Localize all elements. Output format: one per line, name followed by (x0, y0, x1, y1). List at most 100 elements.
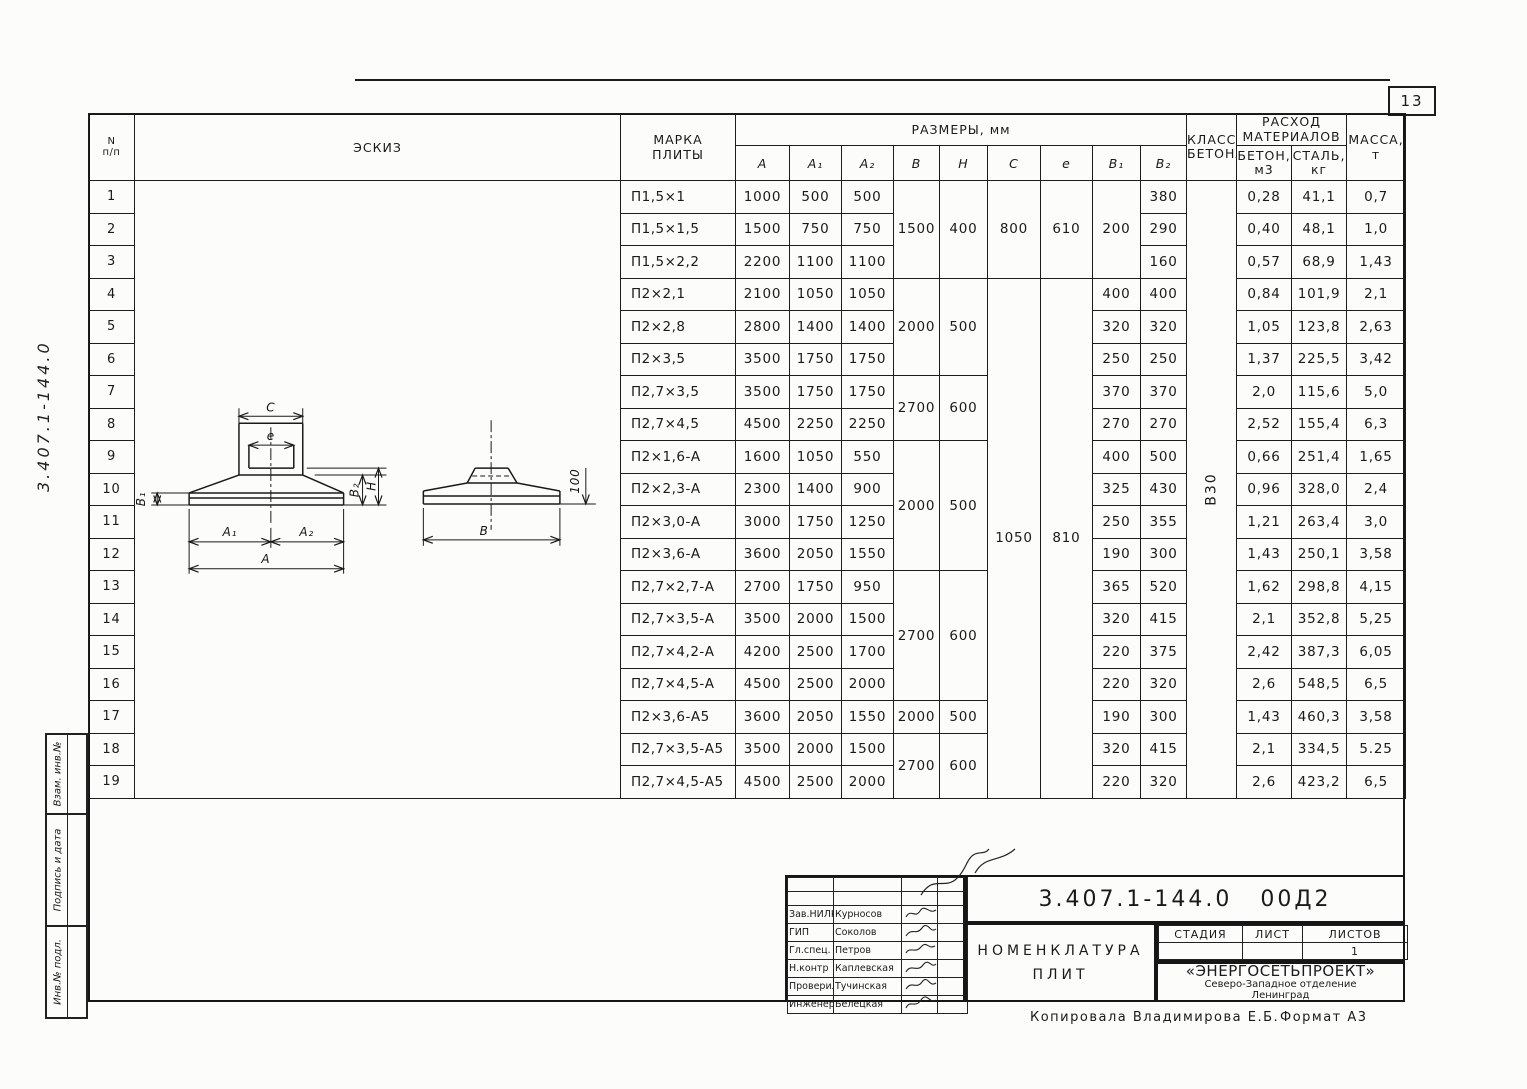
cell-a1: 1100 (789, 245, 842, 279)
signature-cell (901, 941, 938, 960)
cell-b2: 430 (1139, 472, 1188, 506)
cell-mark: П2,7×2,7-А (620, 570, 736, 604)
cell-concrete: 0,84 (1236, 277, 1293, 311)
stamp-vzam-inv-label: Взам. инв.№ (52, 741, 64, 807)
cell-b2: 520 (1139, 570, 1188, 604)
sheet-label: ЛИСТ (1242, 925, 1303, 943)
col-header-num-top: N (107, 135, 116, 147)
cell-num: 6 (88, 342, 135, 376)
cell-b1: 320 (1092, 310, 1141, 344)
cell-concrete: 0,57 (1236, 245, 1293, 279)
table-row: 9 П2×1,6-А 1600 1050 550 2000 500 400 50… (88, 440, 1407, 571)
cell-num: 4 (88, 277, 135, 311)
dimension-lines (151, 408, 596, 574)
cell-a2: 1050 (841, 277, 894, 311)
doc-number: 3.407.1-144.0 (1038, 886, 1233, 912)
cell-mark: П2,7×3,5-А5 (620, 732, 736, 766)
dimension-labels: С е В₁ В₂ Н А₁ А₂ А В 100 (135, 400, 582, 566)
dim-label-b1: В₁ (135, 492, 148, 507)
cell-concrete: 2,1 (1236, 602, 1293, 636)
cell-a: 4500 (735, 765, 790, 799)
col-header-consumption-line1: РАСХОД (1262, 114, 1322, 130)
table-row: 19 П2,7×4,5-А5 4500 2500 2000 220 320 2,… (88, 765, 1407, 799)
cell-a: 2700 (735, 570, 790, 604)
cell-b1: 370 (1092, 375, 1141, 409)
signature-cell (901, 995, 938, 1014)
dim-label-c: С (266, 400, 275, 414)
cell-h-merged: 500 (939, 440, 988, 571)
cell-a1: 2050 (789, 700, 842, 734)
cell-num: 15 (88, 635, 135, 669)
cell-steel: 460,3 (1291, 700, 1348, 734)
table-row: 14 П2,7×3,5-А 3500 2000 1500 320 415 2,1… (88, 602, 1407, 636)
dim-label-a2: А₂ (298, 525, 314, 539)
col-header-mass: МАССА, т (1346, 113, 1407, 181)
signer-name: Каплевская (833, 959, 902, 978)
cell-steel: 101,9 (1291, 277, 1348, 311)
signer-name: Тучинская (833, 977, 902, 996)
cell-b-merged: 2000 (893, 440, 940, 571)
cell-steel: 328,0 (1291, 472, 1348, 506)
cell-steel: 334,5 (1291, 732, 1348, 766)
stamp-podpis-data: Подпись и дата (45, 813, 88, 925)
cell-num: 11 (88, 505, 135, 539)
col-header-mark: МАРКА ПЛИТЫ (620, 113, 736, 181)
col-header-mass-line2: т (1371, 147, 1381, 162)
cell-a1: 1750 (789, 505, 842, 539)
cell-concrete: 1,62 (1236, 570, 1293, 604)
cell-concrete: 1,43 (1236, 537, 1293, 571)
cell-a: 4500 (735, 407, 790, 441)
cell-h-merged: 400 (939, 180, 988, 279)
cell-mass: 4,15 (1346, 570, 1407, 604)
cell-a: 1600 (735, 440, 790, 474)
cell-h-merged: 600 (939, 375, 988, 441)
cell-a1: 1400 (789, 472, 842, 506)
cell-h-merged: 600 (939, 570, 988, 701)
cell-steel: 225,5 (1291, 342, 1348, 376)
cell-mass: 0,7 (1346, 180, 1407, 214)
signature-row: Н.контр Каплевская (787, 959, 968, 978)
organization-box: «ЭНЕРГОСЕТЬПРОЕКТ» Северо-Западное отдел… (1156, 962, 1405, 1002)
col-header-num-bottom: п/п (102, 147, 121, 158)
signature-squiggle (905, 924, 937, 937)
table-row: 13 П2,7×2,7-А 2700 1750 950 2700 600 365… (88, 570, 1407, 701)
cell-a2: 750 (841, 212, 894, 246)
stage-value (1158, 942, 1243, 960)
cell-mark: П2,7×4,5-А (620, 667, 736, 701)
cell-b2: 320 (1139, 310, 1188, 344)
table-row: 18 П2,7×3,5-А5 3500 2000 1500 2700 600 3… (88, 732, 1407, 799)
page-number: 13 (1400, 92, 1424, 110)
table-row: 15 П2,7×4,2-А 4200 2500 1700 220 375 2,4… (88, 635, 1407, 669)
cell-a1: 1750 (789, 342, 842, 376)
cell-a1: 1750 (789, 375, 842, 409)
signature-row-empty (787, 891, 968, 906)
col-header-a2: А₂ (841, 145, 894, 181)
cell-b-merged: 2700 (893, 732, 940, 799)
concrete-class-value: В30 (1203, 472, 1220, 506)
col-header-h: Н (939, 145, 988, 181)
cell-a2: 1550 (841, 700, 894, 734)
cell-concrete: 2,6 (1236, 765, 1293, 799)
cell-mass: 1,0 (1346, 212, 1407, 246)
cell-mass: 2,4 (1346, 472, 1407, 506)
stamp-vzam-inv: Взам. инв.№ (45, 733, 88, 813)
cell-mass: 2,1 (1346, 277, 1407, 311)
table-row: 8 П2,7×4,5 4500 2250 2250 270 270 2,52 1… (88, 407, 1407, 441)
cell-steel: 250,1 (1291, 537, 1348, 571)
col-header-b2: В₂ (1139, 145, 1188, 181)
cell-b1: 320 (1092, 732, 1141, 766)
cell-num: 12 (88, 537, 135, 571)
cell-b1: 270 (1092, 407, 1141, 441)
cell-h-merged: 500 (939, 277, 988, 376)
cell-b2: 320 (1139, 765, 1188, 799)
cell-a2: 1250 (841, 505, 894, 539)
col-header-sketch: ЭСКИЗ (134, 113, 621, 181)
cell-a1: 1750 (789, 570, 842, 604)
cell-steel: 155,4 (1291, 407, 1348, 441)
cell-mark: П2,7×3,5 (620, 375, 736, 409)
cell-a: 3500 (735, 732, 790, 766)
cell-a: 2800 (735, 310, 790, 344)
cell-b-merged: 2000 (893, 277, 940, 376)
cell-a: 2100 (735, 277, 790, 311)
